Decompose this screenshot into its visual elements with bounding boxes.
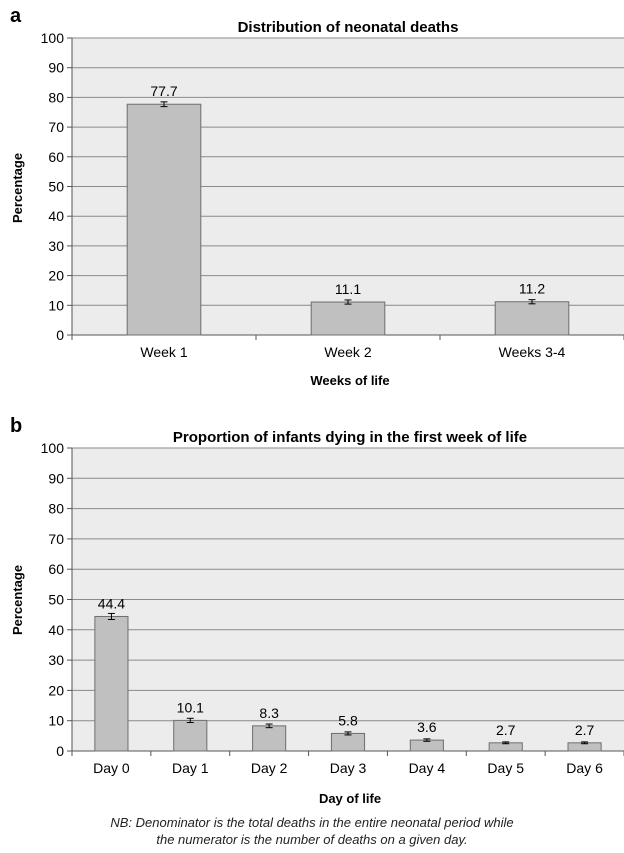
panel-b-data-label: 44.4 bbox=[98, 595, 125, 611]
panel-a-x-tick-label: Week 2 bbox=[324, 344, 371, 360]
panel-a-y-tick-label: 10 bbox=[48, 297, 64, 313]
panel-b-y-tick-label: 10 bbox=[48, 713, 64, 729]
panel-b-x-tick-label: Day 6 bbox=[566, 760, 603, 776]
panel-a-title: Distribution of neonatal deaths bbox=[238, 19, 459, 36]
footnote: NB: Denominator is the total deaths in t… bbox=[0, 814, 624, 848]
panel-b-x-tick-label: Day 5 bbox=[487, 760, 524, 776]
panel-b-x-tick-label: Day 4 bbox=[409, 760, 446, 776]
panel-b: b Proportion of infants dying in the fir… bbox=[10, 415, 624, 806]
panel-b-bar bbox=[173, 719, 208, 752]
panel-a-bar bbox=[310, 301, 386, 336]
panel-a-data-label: 77.7 bbox=[150, 83, 177, 99]
panel-a-y-axis-label: Percentage bbox=[10, 153, 25, 223]
panel-b-bar bbox=[252, 725, 287, 752]
panel-b-data-label: 10.1 bbox=[177, 699, 204, 715]
footnote-line-2: the numerator is the number of deaths on… bbox=[156, 832, 468, 847]
panel-b-data-label: 5.8 bbox=[338, 712, 358, 728]
figure: a Distribution of neonatal deaths Percen… bbox=[10, 5, 624, 806]
panel-b-y-tick-label: 20 bbox=[48, 682, 64, 698]
panel-b-y-tick-label: 40 bbox=[48, 622, 64, 638]
panel-b-data-label: 3.6 bbox=[417, 719, 437, 735]
panel-b-x-tick-label: Day 0 bbox=[93, 760, 130, 776]
panel-b-y-tick-label: 30 bbox=[48, 652, 64, 668]
panel-b-y-tick-label: 70 bbox=[48, 531, 64, 547]
panel-b-x-axis-label: Day of life bbox=[319, 791, 381, 806]
panel-b-label: b bbox=[10, 415, 22, 437]
panel-b-data-label: 2.7 bbox=[496, 722, 516, 738]
panel-a-y-tick-label: 50 bbox=[48, 179, 64, 195]
panel-b-bar bbox=[94, 615, 129, 752]
panel-a-y-tick-label: 40 bbox=[48, 208, 64, 224]
panel-a-bar bbox=[494, 301, 570, 336]
panel-a-y-tick-label: 30 bbox=[48, 238, 64, 254]
panel-b-x-tick-label: Day 2 bbox=[251, 760, 288, 776]
panel-a-y-tick-label: 100 bbox=[41, 30, 65, 46]
panel-a-y-tick-label: 60 bbox=[48, 149, 64, 165]
panel-a-x-axis-label: Weeks of life bbox=[310, 373, 389, 388]
panel-b-plot-area: 0 10 20 30 40 50 60 70 80 90 100 44.4 Day 0 10.1 Day 1… bbox=[41, 440, 624, 776]
panel-a-bar bbox=[126, 103, 202, 336]
panel-a-data-label: 11.2 bbox=[519, 281, 545, 297]
panel-b-y-tick-label: 60 bbox=[48, 561, 64, 577]
panel-a: a Distribution of neonatal deaths Percen… bbox=[10, 5, 624, 388]
panel-b-bar bbox=[330, 732, 366, 752]
panel-a-y-tick-label: 20 bbox=[48, 268, 64, 284]
panel-b-title: Proportion of infants dying in the first… bbox=[173, 429, 527, 446]
panel-b-y-tick-label: 80 bbox=[48, 501, 64, 517]
panel-a-y-tick-label: 0 bbox=[56, 327, 64, 343]
panel-b-y-tick-label: 0 bbox=[56, 743, 64, 759]
panel-a-y-tick-label: 90 bbox=[48, 60, 64, 76]
panel-a-plot-area: 0 10 20 30 40 50 60 70 80 90 100 77.7 Week 1 11.1 Week… bbox=[41, 30, 624, 360]
panel-a-y-tick-label: 80 bbox=[48, 89, 64, 105]
panel-b-data-label: 8.3 bbox=[259, 705, 279, 721]
panel-b-x-tick-label: Day 3 bbox=[330, 760, 367, 776]
panel-a-y-tick-label: 70 bbox=[48, 119, 64, 135]
panel-b-y-tick-label: 50 bbox=[48, 592, 64, 608]
panel-a-x-tick-label: Weeks 3-4 bbox=[499, 344, 566, 360]
panel-b-x-tick-label: Day 1 bbox=[172, 760, 209, 776]
panel-a-x-tick-label: Week 1 bbox=[140, 344, 187, 360]
panel-a-data-label: 11.1 bbox=[335, 281, 361, 297]
panel-b-y-tick-label: 90 bbox=[48, 470, 64, 486]
panel-b-data-label: 2.7 bbox=[575, 722, 595, 738]
panel-a-label: a bbox=[10, 5, 22, 27]
panel-b-y-tick-label: 100 bbox=[41, 440, 65, 456]
footnote-line-1: NB: Denominator is the total deaths in t… bbox=[110, 815, 514, 830]
panel-b-y-axis-label: Percentage bbox=[10, 565, 25, 635]
